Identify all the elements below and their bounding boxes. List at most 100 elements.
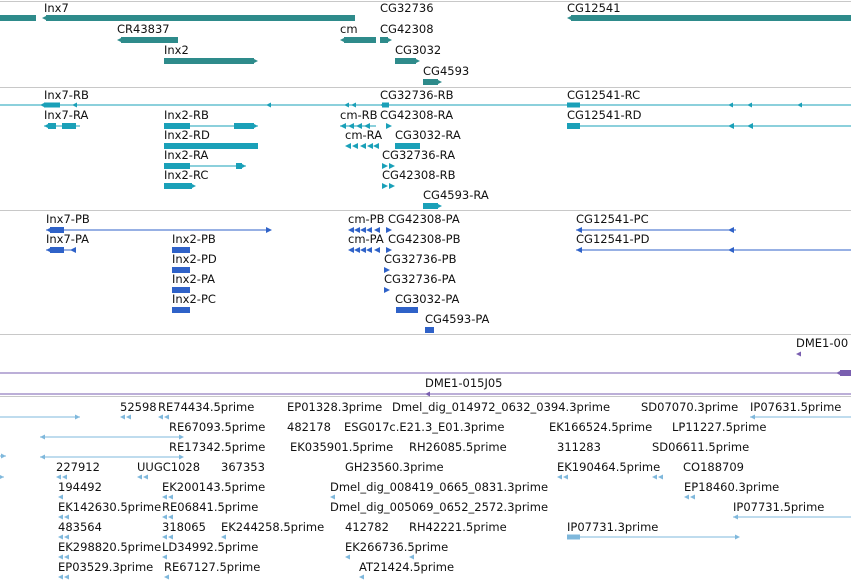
transcript-arrow[interactable] (340, 123, 346, 129)
gene-glyph-arrow[interactable] (42, 15, 48, 21)
gene-glyph[interactable] (423, 79, 438, 85)
protein-arrow[interactable] (354, 247, 360, 253)
est-arrow[interactable] (40, 434, 45, 440)
est-arrow[interactable] (750, 414, 755, 420)
protein-arrow[interactable] (728, 247, 734, 253)
transcript-arrow[interactable] (382, 183, 388, 189)
est-label[interactable]: AT21424.5prime (359, 560, 455, 574)
transcript-exon[interactable] (423, 203, 438, 209)
protein-label[interactable]: CG42308-PA (388, 212, 460, 226)
transcript-label[interactable]: Inx2-RC (164, 168, 209, 182)
gene-glyph-arrow[interactable] (436, 79, 442, 85)
protein-label[interactable]: cm-PA (348, 232, 384, 246)
est-arrow[interactable] (179, 434, 184, 440)
est-arrow[interactable] (158, 414, 163, 420)
protein-label[interactable]: Inx2-PA (172, 272, 216, 286)
est-arrow[interactable] (162, 554, 167, 560)
protein-label[interactable]: Inx7-PB (46, 212, 90, 226)
gene-glyph[interactable] (0, 15, 36, 21)
transcript-exon[interactable] (48, 123, 56, 129)
est-label[interactable]: EK166524.5prime (549, 420, 653, 434)
est-label[interactable]: RE67093.5prime (169, 420, 266, 434)
clone-arrow[interactable] (796, 351, 801, 357)
transcript-label[interactable]: Inx7-RB (44, 88, 89, 102)
transcript-arrow[interactable] (356, 123, 362, 129)
est-arrow[interactable] (409, 554, 414, 560)
transcript-arrow[interactable] (240, 163, 246, 169)
transcript-label[interactable]: CG4593-RA (423, 188, 489, 202)
est-arrow[interactable] (64, 534, 69, 540)
est-label[interactable]: RH26085.5prime (409, 440, 507, 454)
est-arrow[interactable] (162, 514, 167, 520)
est-arrow[interactable] (168, 514, 173, 520)
gene-label[interactable]: cm (340, 22, 358, 36)
est-arrow[interactable] (345, 554, 350, 560)
est-arrow[interactable] (143, 474, 148, 480)
clone-glyph[interactable] (840, 370, 851, 376)
protein-arrow[interactable] (366, 247, 372, 253)
gene-glyph[interactable] (571, 15, 851, 21)
protein-label[interactable]: Inx2-PB (172, 232, 216, 246)
est-arrow[interactable] (557, 474, 562, 480)
transcript-label[interactable]: CG42308-RB (382, 168, 456, 182)
est-label[interactable]: SD07070.3prime (641, 400, 739, 414)
transcript-arrow[interactable] (728, 102, 733, 108)
transcript-arrow[interactable] (373, 143, 379, 149)
transcript-arrow[interactable] (44, 123, 50, 129)
protein-exon[interactable] (172, 267, 190, 273)
transcript-arrow[interactable] (436, 203, 442, 209)
transcript-arrow[interactable] (344, 102, 349, 108)
transcript-exon[interactable] (164, 143, 258, 149)
transcript-label[interactable]: Inx2-RA (164, 148, 209, 162)
transcript-arrow[interactable] (351, 102, 356, 108)
transcript-arrow[interactable] (382, 163, 388, 169)
est-arrow[interactable] (735, 534, 740, 540)
est-label[interactable]: RE74434.5prime (158, 400, 255, 414)
est-arrow[interactable] (359, 574, 364, 580)
gene-glyph[interactable] (121, 37, 178, 43)
protein-label[interactable]: cm-PB (348, 212, 385, 226)
est-label[interactable]: 483564 (58, 520, 102, 534)
est-arrow[interactable] (168, 494, 173, 500)
est-label[interactable]: EK298820.5prime (58, 540, 162, 554)
protein-label[interactable]: CG32736-PA (384, 272, 456, 286)
transcript-exon[interactable] (164, 183, 192, 189)
est-label[interactable]: Dmel_dig_005069_0652_2572.3prime (330, 500, 549, 514)
transcript-exon[interactable] (234, 123, 254, 129)
transcript-arrow[interactable] (72, 102, 77, 108)
protein-label[interactable]: CG4593-PA (425, 312, 490, 326)
gene-glyph-arrow[interactable] (386, 37, 392, 43)
transcript-arrow[interactable] (40, 102, 45, 108)
est-arrow[interactable] (137, 474, 142, 480)
est-arrow[interactable] (168, 534, 173, 540)
est-arrow[interactable] (58, 534, 63, 540)
est-arrow[interactable] (162, 494, 167, 500)
est-arrow[interactable] (658, 474, 663, 480)
est-label[interactable]: 227912 (56, 460, 100, 474)
est-label[interactable]: 52598 (120, 400, 157, 414)
gene-label[interactable]: CG12541 (567, 1, 621, 15)
est-arrow[interactable] (126, 414, 131, 420)
est-label[interactable]: IP07731.3prime (567, 520, 659, 534)
gene-glyph[interactable] (344, 37, 376, 43)
protein-label[interactable]: CG12541-PD (576, 232, 650, 246)
est-label[interactable]: Dmel_dig_008419_0665_0831.3prime (330, 480, 549, 494)
est-arrow[interactable] (164, 574, 169, 580)
transcript-exon[interactable] (567, 102, 580, 108)
transcript-arrow[interactable] (747, 102, 752, 108)
gene-glyph[interactable] (164, 58, 254, 64)
est-arrow[interactable] (75, 414, 80, 420)
est-label[interactable]: CO188709 (683, 460, 744, 474)
transcript-label[interactable]: CG32736-RB (380, 88, 454, 102)
protein-label[interactable]: Inx2-PD (172, 252, 217, 266)
transcript-arrow[interactable] (352, 143, 358, 149)
gene-glyph-arrow[interactable] (567, 15, 573, 21)
protein-arrow[interactable] (354, 227, 360, 233)
protein-arrow[interactable] (374, 247, 380, 253)
est-label[interactable]: EK142630.5prime (58, 500, 162, 514)
est-label[interactable]: EK035901.5prime (290, 440, 394, 454)
gene-label[interactable]: CR43837 (117, 22, 170, 36)
protein-arrow[interactable] (360, 247, 366, 253)
est-arrow[interactable] (684, 494, 689, 500)
transcript-arrow[interactable] (386, 123, 392, 129)
